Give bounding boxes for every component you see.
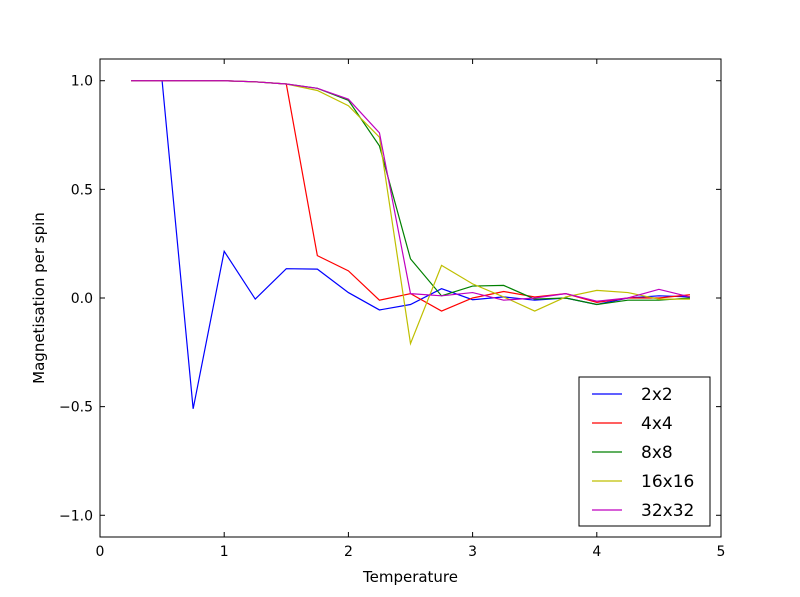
y-tick-label: 0.5 bbox=[71, 182, 93, 198]
y-tick-label: 0.0 bbox=[71, 291, 93, 307]
legend-label-16x16: 16x16 bbox=[641, 472, 694, 492]
x-tick-label: 3 bbox=[468, 544, 477, 560]
series-line-32x32 bbox=[131, 80, 691, 302]
x-tick-label: 2 bbox=[344, 544, 353, 560]
legend-label-32x32: 32x32 bbox=[641, 501, 694, 521]
legend-label-2x2: 2x2 bbox=[641, 385, 673, 405]
x-tick-label: 1 bbox=[220, 544, 229, 560]
y-tick-label: 1.0 bbox=[71, 74, 93, 90]
y-axis-label: Magnetisation per spin bbox=[30, 212, 48, 384]
legend-label-4x4: 4x4 bbox=[641, 414, 673, 434]
y-tick-label: −1.0 bbox=[59, 508, 93, 524]
legend-label-8x8: 8x8 bbox=[641, 443, 673, 463]
x-tick-label: 0 bbox=[96, 544, 105, 560]
ticks-layer: 0 1 2 3 4 5 1.0 0.5 0.0 −0.5 −1.0 bbox=[59, 59, 725, 560]
x-tick-label: 5 bbox=[717, 544, 726, 560]
legend: 2x2 4x4 8x8 16x16 32x32 bbox=[578, 376, 711, 527]
y-tick-label: −0.5 bbox=[59, 400, 93, 416]
x-axis-label: Temperature bbox=[362, 568, 458, 586]
x-tick-label: 4 bbox=[592, 544, 601, 560]
series-layer bbox=[131, 80, 691, 409]
